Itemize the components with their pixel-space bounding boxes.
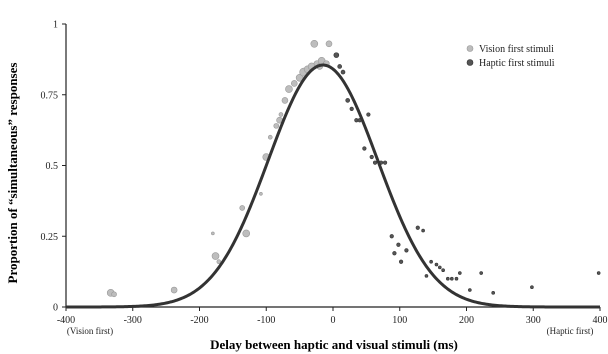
haptic-first-point xyxy=(340,69,346,75)
haptic-first-point xyxy=(349,106,354,111)
x-axis-title: Delay between haptic and visual stimuli … xyxy=(210,337,458,352)
x-sublabels: (Vision first) (Haptic first) xyxy=(67,326,593,336)
haptic-first-point xyxy=(333,52,340,58)
vision-first-point xyxy=(170,286,178,294)
haptic-first-point xyxy=(337,64,342,69)
vision-first-point xyxy=(242,229,251,238)
haptic-first-point xyxy=(392,251,397,256)
haptic-first-point xyxy=(404,248,409,253)
vision-first-point xyxy=(211,231,215,236)
haptic-first-point xyxy=(398,259,404,264)
y-tick-label: 0.5 xyxy=(46,161,59,172)
vision-first-point xyxy=(259,192,263,196)
x-ticks: -400 -300 -200 -100 0 100 200 300 400 xyxy=(57,307,608,326)
haptic-first-point xyxy=(415,225,420,230)
x-tick-label: -100 xyxy=(257,315,275,326)
data-points xyxy=(106,40,601,298)
haptic-first-point xyxy=(530,285,534,289)
x-tick-label: -300 xyxy=(124,315,142,326)
x-tick-label: -400 xyxy=(57,315,75,326)
vision-first-point xyxy=(310,40,319,48)
y-tick-label: 1 xyxy=(53,20,58,31)
legend: Vision first stimuli Haptic first stimuli xyxy=(466,44,555,69)
haptic-first-point xyxy=(389,234,394,239)
y-tick-label: 0.75 xyxy=(41,90,59,101)
haptic-first-point xyxy=(396,242,401,247)
haptic-first-point xyxy=(345,98,350,103)
vision-first-point xyxy=(216,259,222,265)
vision-first-point xyxy=(267,134,273,140)
vision-first-point xyxy=(281,97,289,104)
haptic-first-point xyxy=(434,262,439,267)
x-tick-label: 100 xyxy=(392,315,407,326)
x-tick-label: 200 xyxy=(459,315,474,326)
haptic-first-point xyxy=(369,154,374,160)
haptic-first-point xyxy=(429,259,433,264)
haptic-first-point xyxy=(362,146,367,151)
haptic-first-point xyxy=(596,271,601,275)
vision-first-point xyxy=(278,112,284,117)
haptic-first-point xyxy=(382,160,388,165)
y-axis-title: Proportion of “simultaneous” responses xyxy=(5,63,20,284)
fit-curve xyxy=(66,63,600,309)
haptic-first-point xyxy=(372,160,378,165)
vision-first-point xyxy=(239,205,246,211)
haptic-first-point xyxy=(421,228,425,233)
vision-first-point xyxy=(285,85,293,93)
haptic-first-point xyxy=(458,271,462,275)
vision-first-point xyxy=(295,73,304,82)
x-sublabel: (Vision first) xyxy=(67,326,113,336)
x-tick-label: 0 xyxy=(331,315,336,326)
x-tick-label: -200 xyxy=(190,315,208,326)
vision-first-point xyxy=(290,80,298,87)
y-tick-label: 0.25 xyxy=(41,232,59,243)
haptic-first-point xyxy=(450,276,454,281)
haptic-first-point xyxy=(441,268,445,273)
haptic-first-point xyxy=(424,274,429,278)
haptic-first-point xyxy=(454,276,459,281)
x-tick-label: 400 xyxy=(593,315,608,326)
y-tick-label: 0 xyxy=(53,303,58,314)
haptic-first-point xyxy=(446,276,450,281)
vision-first-point xyxy=(273,123,280,129)
vision-first-point xyxy=(325,40,333,48)
x-sublabel: (Haptic first) xyxy=(547,326,594,336)
vision-first-point xyxy=(211,252,220,260)
vision-first-point xyxy=(111,291,117,298)
haptic-first-point xyxy=(491,291,496,295)
legend-label: Vision first stimuli xyxy=(479,44,554,55)
haptic-first-point xyxy=(437,265,442,270)
legend-label: Haptic first stimuli xyxy=(479,58,555,69)
y-ticks: 0 0.25 0.5 0.75 1 xyxy=(41,20,66,314)
haptic-first-point xyxy=(366,112,371,117)
haptic-first-point xyxy=(479,271,483,275)
haptic-first-point xyxy=(468,288,472,292)
legend-marker xyxy=(466,45,474,52)
plot-area: 0 0.25 0.5 0.75 1 -400 -300 -200 -100 0 100 200 300… xyxy=(41,20,608,337)
legend-marker xyxy=(466,59,474,66)
x-tick-label: 300 xyxy=(526,315,541,326)
